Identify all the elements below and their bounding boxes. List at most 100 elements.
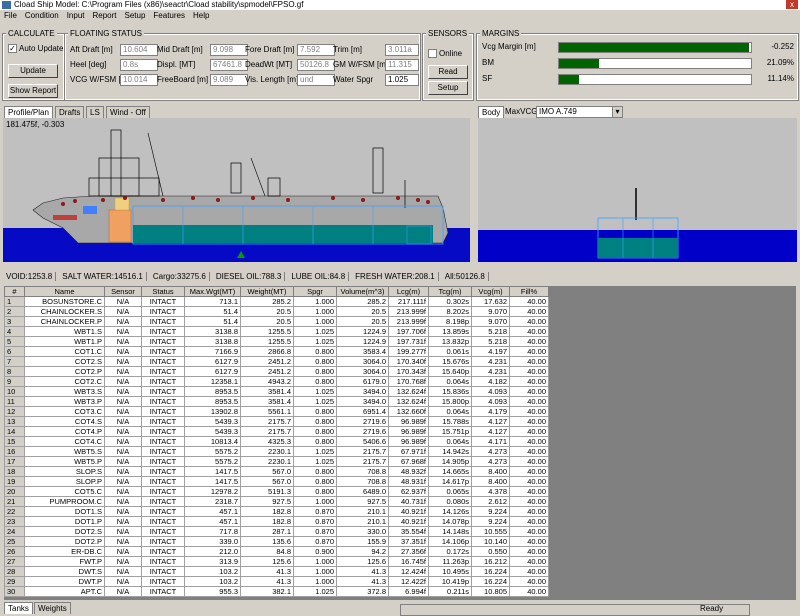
column-header[interactable]: Max.Wgt(MT) xyxy=(184,286,241,297)
table-row[interactable]: 6 COT1.C N/A INTACT 7166.9 2866.8 0.800 3583.4 1… xyxy=(4,346,549,357)
table-row[interactable]: 18 SLOP.S N/A INTACT 1417.5 567.0 0.800 708.8 48… xyxy=(4,466,549,477)
table-cell: 14.148s xyxy=(428,526,472,537)
floating-status-group xyxy=(64,33,421,101)
table-row[interactable]: 5 WBT1.P N/A INTACT 3138.8 1255.5 1.025 1224.9 1… xyxy=(4,336,549,347)
checkbox-label: Online xyxy=(439,49,463,58)
menu-item[interactable]: Setup xyxy=(124,11,146,20)
table-cell: 14.665s xyxy=(428,466,472,477)
button[interactable]: Update xyxy=(8,64,58,78)
table-row[interactable]: 27 FWT.P N/A INTACT 313.9 125.6 1.000 125.6 16.7… xyxy=(4,556,549,567)
table-row[interactable]: 26 ER-DB.C N/A INTACT 212.0 84.8 0.900 94.2 27.3… xyxy=(4,546,549,557)
tab[interactable]: Wind - Off xyxy=(106,106,150,118)
table-cell: 4.273 xyxy=(471,456,510,467)
table-cell: 40.00 xyxy=(509,476,549,487)
column-header[interactable]: Sensor xyxy=(104,286,142,297)
table-cell: 1.000 xyxy=(293,496,337,507)
table-cell: 125.6 xyxy=(336,556,389,567)
menu-item[interactable]: Report xyxy=(92,11,117,20)
table-cell: 0.080s xyxy=(428,496,472,507)
table-cell: 9.224 xyxy=(471,516,510,527)
table-cell: 40.00 xyxy=(509,376,549,387)
tab[interactable]: LS xyxy=(86,106,104,118)
field-value: 3.011a xyxy=(385,44,419,56)
table-row[interactable]: 17 WBT5.P N/A INTACT 5575.2 2230.1 1.025 2175.7… xyxy=(4,456,549,467)
close-button[interactable]: x xyxy=(786,0,798,9)
table-cell: 457.1 xyxy=(184,506,241,517)
table-row[interactable]: 30 APT.C N/A INTACT 955.3 382.1 1.025 372.8 6.99… xyxy=(4,586,549,597)
checkbox[interactable] xyxy=(428,49,437,58)
margin-label: SF xyxy=(482,74,493,83)
margin-label: BM xyxy=(482,58,494,67)
table-row[interactable]: 13 COT4.S N/A INTACT 5439.3 2175.7 0.800 2719.6… xyxy=(4,416,549,427)
table-row[interactable]: 3 CHAINLOCKER.P N/A INTACT 51.4 20.5 1.000 20.5… xyxy=(4,316,549,327)
table-row[interactable]: 8 COT2.P N/A INTACT 6127.9 2451.2 0.800 3064.0 1… xyxy=(4,366,549,377)
menu-item[interactable]: File xyxy=(4,11,17,20)
table-row[interactable]: 14 COT4.P N/A INTACT 5439.3 2175.7 0.800 2719.6… xyxy=(4,426,549,437)
column-header[interactable]: Fill% xyxy=(509,286,549,297)
table-cell: 457.1 xyxy=(184,516,241,527)
table-cell: 40.00 xyxy=(509,386,549,397)
table-row[interactable]: 22 DOT1.S N/A INTACT 457.1 182.8 0.870 210.1 40.… xyxy=(4,506,549,517)
table-cell: 3581.4 xyxy=(240,386,294,397)
menu-item[interactable]: Features xyxy=(153,11,185,20)
dropdown[interactable]: IMO A.749 xyxy=(536,106,620,118)
table-row[interactable]: 1 BOSUNSTORE.C N/A INTACT 713.1 285.2 1.000 285… xyxy=(4,296,549,307)
table-cell: 2318.7 xyxy=(184,496,241,507)
column-header[interactable]: Lcg(m) xyxy=(388,286,429,297)
table-cell: 135.6 xyxy=(240,536,294,547)
button[interactable]: Show Report xyxy=(8,84,58,98)
table-cell: N/A xyxy=(104,576,142,587)
column-header[interactable]: Spgr xyxy=(293,286,337,297)
table-row[interactable]: 21 PUMPROOM.C N/A INTACT 2318.7 927.5 1.000 927… xyxy=(4,496,549,507)
table-row[interactable]: 20 COT5.C N/A INTACT 12978.2 5191.3 0.800 6489.… xyxy=(4,486,549,497)
dropdown-arrow[interactable]: ▾ xyxy=(612,106,623,118)
column-header[interactable]: Tcg(m) xyxy=(428,286,472,297)
tab[interactable]: Drafts xyxy=(55,106,85,118)
table-cell: 15.676s xyxy=(428,356,472,367)
column-header[interactable]: Vcg(m) xyxy=(471,286,510,297)
column-header[interactable]: Name xyxy=(24,286,105,297)
table-cell: 12.422f xyxy=(388,576,429,587)
table-cell: 4.273 xyxy=(471,446,510,457)
table-row[interactable]: 15 COT4.C N/A INTACT 10813.4 4325.3 0.800 5406.… xyxy=(4,436,549,447)
table-cell: 40.00 xyxy=(509,426,549,437)
menu-item[interactable]: Help xyxy=(193,11,210,20)
table-row[interactable]: 2 CHAINLOCKER.S N/A INTACT 51.4 20.5 1.000 20.5… xyxy=(4,306,549,317)
table-row[interactable]: 11 WBT3.P N/A INTACT 8953.5 3581.4 1.025 3494.0… xyxy=(4,396,549,407)
column-header[interactable]: Weight(MT) xyxy=(240,286,294,297)
group-title: CALCULATE xyxy=(6,29,57,38)
table-row[interactable]: 7 COT2.S N/A INTACT 6127.9 2451.2 0.800 3064.0 1… xyxy=(4,356,549,367)
table-row[interactable]: 24 DOT2.S N/A INTACT 717.8 287.1 0.870 330.0 35.… xyxy=(4,526,549,537)
checkbox[interactable]: ✓ xyxy=(8,44,17,53)
table-row[interactable]: 16 WBT5.S N/A INTACT 5575.2 2230.1 1.025 2175.7… xyxy=(4,446,549,457)
table-cell: 3581.4 xyxy=(240,396,294,407)
table-row[interactable]: 19 SLOP.P N/A INTACT 1417.5 567.0 0.800 708.8 48… xyxy=(4,476,549,487)
tab[interactable]: Tanks xyxy=(4,602,33,614)
table-cell: 6 xyxy=(4,346,25,357)
table-row[interactable]: 28 DWT.S N/A INTACT 103.2 41.3 1.000 41.3 12.424… xyxy=(4,566,549,577)
summary-item: SALT WATER:14516.1 xyxy=(59,272,147,281)
tab[interactable]: Body xyxy=(478,106,505,118)
table-row[interactable]: 12 COT3.C N/A INTACT 13902.8 5561.1 0.800 6951.… xyxy=(4,406,549,417)
table-row[interactable]: 10 WBT3.S N/A INTACT 8953.5 3581.4 1.025 3494.0… xyxy=(4,386,549,397)
tab[interactable]: Weights xyxy=(34,602,71,614)
menu-item[interactable]: Condition xyxy=(24,11,59,20)
column-header[interactable]: Status xyxy=(141,286,185,297)
table-row[interactable]: 9 COT2.C N/A INTACT 12358.1 4943.2 0.800 6179.0… xyxy=(4,376,549,387)
table-cell: 48.931f xyxy=(388,476,429,487)
menu-item[interactable]: Input xyxy=(66,11,85,20)
button[interactable]: Read xyxy=(428,65,468,79)
table-row[interactable]: 29 DWT.P N/A INTACT 103.2 41.3 1.000 41.3 12.422… xyxy=(4,576,549,587)
margin-bar xyxy=(559,59,599,68)
table-row[interactable]: 23 DOT1.P N/A INTACT 457.1 182.8 0.870 210.1 40.… xyxy=(4,516,549,527)
table-row[interactable]: 4 WBT1.S N/A INTACT 3138.8 1255.5 1.025 1224.9 1… xyxy=(4,326,549,337)
table-row[interactable]: 25 DOT2.P N/A INTACT 339.0 135.6 0.870 155.9 37.… xyxy=(4,536,549,547)
column-header[interactable]: Volume(m^3) xyxy=(336,286,389,297)
button[interactable]: Setup xyxy=(428,81,468,95)
column-header[interactable]: # xyxy=(4,286,25,297)
table-cell: COT4.C xyxy=(24,436,105,447)
table-cell: 927.5 xyxy=(336,496,389,507)
table-cell: SLOP.S xyxy=(24,466,105,477)
tab[interactable]: Profile/Plan xyxy=(4,106,53,118)
